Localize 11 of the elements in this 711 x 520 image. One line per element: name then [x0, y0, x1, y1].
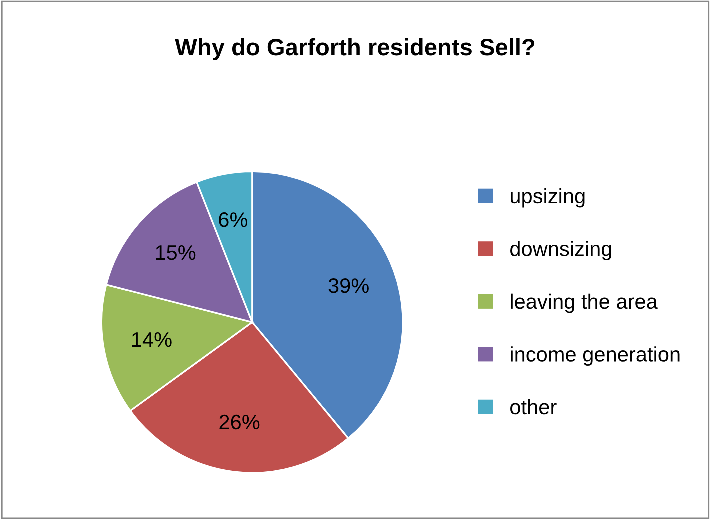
legend-label: downsizing [510, 241, 612, 261]
legend-label: income generation [511, 346, 680, 366]
legend-label: upsizing [511, 188, 585, 208]
data-label: 39% [328, 278, 369, 294]
chart-title: Why do Garforth residents Sell? [175, 38, 535, 60]
data-label: 14% [132, 332, 172, 348]
legend-label: leaving the area [511, 294, 658, 314]
data-label: 26% [220, 414, 260, 430]
data-label: 15% [156, 246, 196, 260]
data-label: 6% [219, 212, 248, 228]
legend-label: other [510, 399, 557, 415]
